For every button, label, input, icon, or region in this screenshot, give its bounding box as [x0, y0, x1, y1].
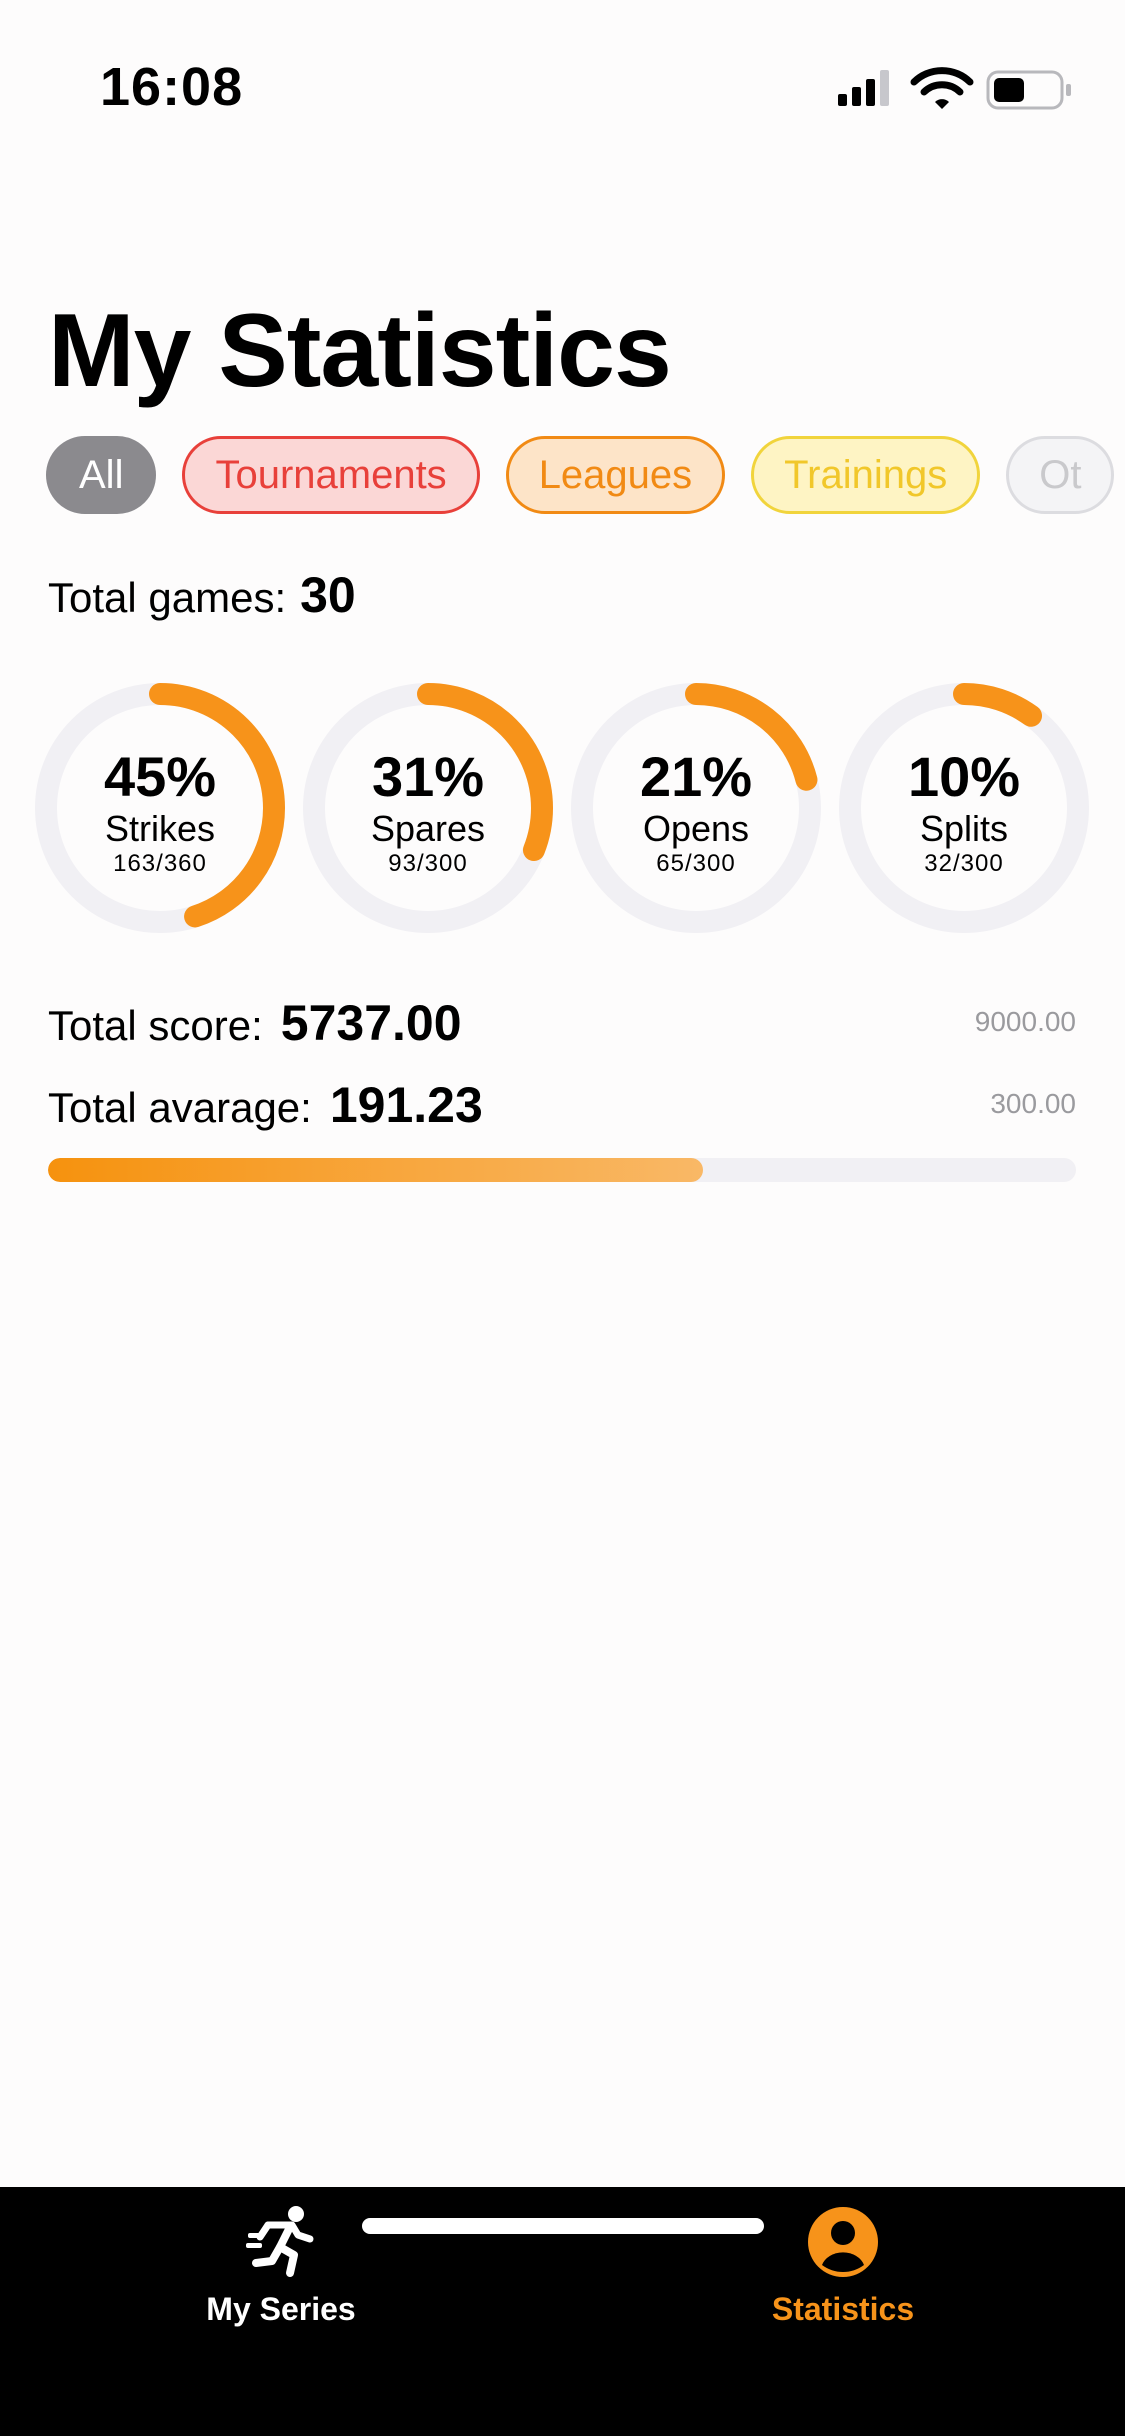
total-average-label: Total avarage:: [48, 1084, 312, 1131]
spares-ring: 31% Spares 93/300: [300, 680, 556, 936]
page-title: My Statistics: [48, 293, 672, 409]
filter-chip-trainings[interactable]: Trainings: [751, 436, 981, 514]
splits-ring-arc: [839, 683, 1089, 933]
total-score-max: 9000.00: [974, 1006, 1076, 1037]
home-indicator: [362, 2218, 764, 2234]
person-circle-icon: [808, 2205, 878, 2279]
opens-label: Opens: [642, 808, 750, 849]
total-score-label: Total score:: [48, 1002, 263, 1049]
strikes-ring-chart: [35, 683, 285, 933]
running-person-icon: [246, 2205, 316, 2279]
splits-ring-chart: [839, 683, 1089, 933]
strikes-label: Strikes: [104, 808, 216, 849]
total-average-value: 191.23: [329, 1077, 483, 1133]
total-games-value: 30: [300, 567, 356, 623]
spares-ring-arc: [303, 683, 553, 933]
splits-ring: 10% Splits 32/300: [836, 680, 1092, 936]
opens-ratio: 65/300: [656, 850, 736, 877]
tab-statistics[interactable]: Statistics: [643, 2187, 1043, 2387]
tab-statistics-label: Statistics: [771, 2291, 915, 2327]
battery-icon: [986, 70, 1071, 110]
splits-ratio: 32/300: [924, 850, 1004, 877]
wifi-icon: [910, 67, 974, 109]
filter-chip-other[interactable]: Ot: [1006, 436, 1115, 514]
spares-ring-chart: [303, 683, 553, 933]
opens-ring: 21% Opens 65/300: [568, 680, 824, 936]
opens-ring-chart: [571, 683, 821, 933]
score-progress-fill: [48, 1158, 703, 1182]
status-icons: [836, 64, 1076, 112]
spares-percent: 31%: [371, 745, 485, 808]
splits-percent: 10%: [907, 745, 1021, 808]
spares-label: Spares: [370, 808, 486, 849]
total-score-value: 5737.00: [280, 995, 462, 1051]
score-progress-bar: [48, 1158, 1076, 1182]
filter-chip-all[interactable]: All: [46, 436, 157, 514]
signal-icon: [838, 70, 889, 106]
status-time: 16:08: [100, 57, 244, 117]
strikes-ratio: 163/360: [113, 850, 207, 877]
tab-my-series-label: My Series: [206, 2291, 356, 2327]
splits-label: Splits: [919, 808, 1009, 849]
strikes-ring-arc: [35, 683, 285, 933]
total-games-row: Total games: 30: [48, 566, 356, 624]
filter-chip-leagues[interactable]: Leagues: [505, 436, 726, 514]
filter-chip-tournaments[interactable]: Tournaments: [182, 436, 480, 514]
strikes-percent: 45%: [103, 745, 217, 808]
total-games-label: Total games:: [48, 574, 287, 621]
total-average-max: 300.00: [990, 1088, 1076, 1119]
strikes-ring: 45% Strikes 163/360: [32, 680, 288, 936]
opens-ring-arc: [571, 683, 821, 933]
tab-my-series[interactable]: My Series: [81, 2187, 481, 2387]
opens-percent: 21%: [639, 745, 753, 808]
total-score-row: Total score: 5737.00: [48, 994, 462, 1052]
total-average-row: Total avarage: 191.23: [48, 1076, 483, 1134]
spares-ratio: 93/300: [388, 850, 468, 877]
filter-chips: All Tournaments Leagues Trainings Ot: [46, 436, 1125, 514]
